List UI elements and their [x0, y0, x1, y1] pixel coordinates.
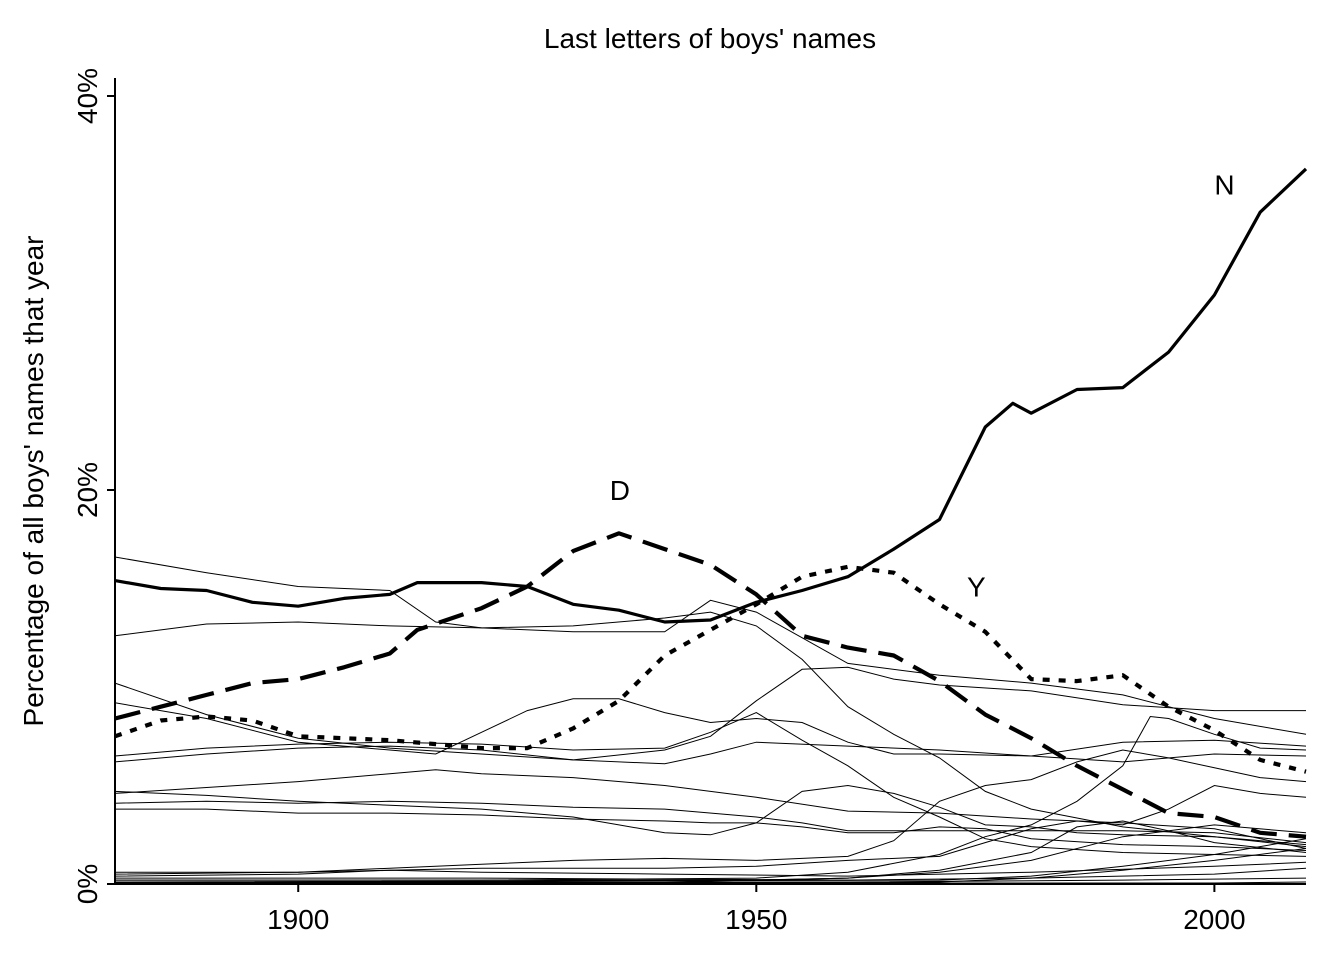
background-series-line-14: [115, 824, 1307, 883]
series-line-n: [114, 167, 1308, 624]
background-series-line-12: [115, 715, 1307, 881]
series-label-y: Y: [967, 571, 986, 602]
background-series-line-19: [115, 867, 1307, 881]
background-series-line-15: [115, 820, 1307, 881]
background-series-line-20: [115, 877, 1307, 883]
series-label-group: N D Y: [610, 170, 1235, 603]
highlighted-series-group: [114, 167, 1308, 839]
background-series-line-8: [114, 800, 1307, 844]
background-series-line-10: [114, 784, 1307, 848]
axes: [114, 78, 1306, 885]
background-series-line-1: [114, 556, 1307, 735]
background-series-line-11: [114, 749, 1307, 875]
background-series-line-6: [114, 712, 1307, 857]
background-series-line-3: [114, 666, 1306, 761]
x-tick-label: 1900: [267, 904, 329, 935]
y-tick-group: 0% 20% 40%: [72, 68, 115, 904]
y-tick-label: 40%: [72, 68, 103, 124]
series-line-y: [114, 564, 1307, 774]
y-axis-label: Percentage of all boys' names that year: [18, 236, 49, 727]
background-series-line-2: [114, 611, 1307, 846]
background-series-line-4: [114, 698, 1307, 757]
y-tick-label: 0%: [72, 864, 103, 904]
x-tick-label: 2000: [1183, 904, 1245, 935]
background-series-line-18: [115, 861, 1307, 877]
x-tick-label: 1950: [725, 904, 787, 935]
background-series-line-9: [115, 808, 1307, 851]
background-series-group: [114, 556, 1307, 884]
background-series-line-5: [114, 741, 1307, 765]
series-line-d: [114, 531, 1307, 839]
chart-title: Last letters of boys' names: [544, 23, 876, 54]
series-label-n: N: [1214, 170, 1234, 201]
x-tick-group: 1900 1950 2000: [267, 884, 1246, 935]
series-label-d: D: [610, 475, 630, 506]
background-series-line-13: [114, 784, 1307, 877]
background-series-line-7: [114, 769, 1307, 849]
y-tick-label: 20%: [72, 462, 103, 518]
